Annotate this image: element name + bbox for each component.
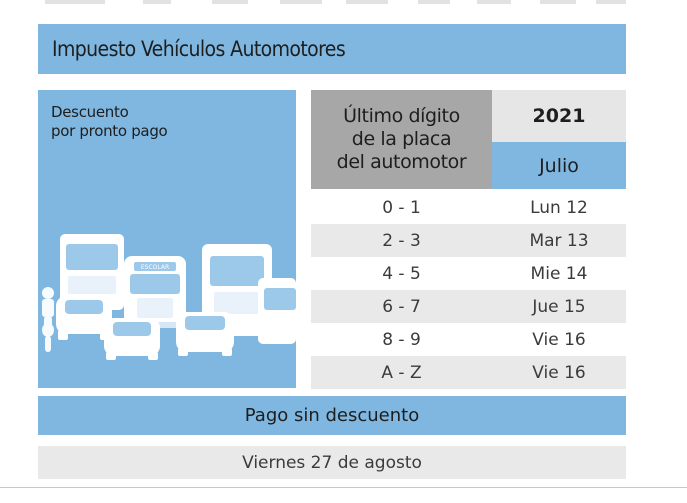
- car-icon-left: [56, 296, 112, 340]
- year-header: 2021: [492, 90, 626, 142]
- car-icon-center: [104, 318, 160, 360]
- plate-digits-cell: 6 - 7: [382, 296, 421, 317]
- due-date-cell: Vie 16: [532, 362, 586, 383]
- school-bus-icon: ESCOLAR: [124, 256, 186, 328]
- due-date-cell: Vie 16: [532, 329, 586, 350]
- discount-label: Descuento por pronto pago: [51, 103, 168, 141]
- table-row: A - Z Vie 16: [311, 356, 626, 389]
- due-date-cell: Lun 12: [530, 197, 588, 218]
- discount-label-line1: Descuento: [51, 103, 129, 121]
- motorcycle-icon: [42, 287, 54, 352]
- plate-digits-cell: 4 - 5: [382, 263, 421, 284]
- digit-header-line2: de la placa: [351, 128, 452, 150]
- table-row: 4 - 5 Mie 14: [311, 257, 626, 290]
- page-title: Impuesto Vehículos Automotores: [52, 37, 346, 61]
- due-date-cell: Mie 14: [530, 263, 588, 284]
- bus-sign: ESCOLAR: [141, 264, 169, 271]
- plate-digit-header: Último dígito de la placa del automotor: [311, 90, 492, 189]
- schedule-table: 0 - 1 Lun 12 2 - 3 Mar 13 4 - 5 Mie 14 6…: [311, 191, 626, 389]
- plate-digits-cell: 2 - 3: [382, 230, 421, 251]
- due-date-cell: Mar 13: [529, 230, 589, 251]
- vehicles-illustration: ESCOLAR: [38, 226, 296, 388]
- table-row: 8 - 9 Vie 16: [311, 323, 626, 356]
- table-row: 6 - 7 Jue 15: [311, 290, 626, 323]
- plate-digits-cell: A - Z: [381, 362, 422, 383]
- no-discount-banner: Pago sin descuento: [38, 396, 626, 435]
- table-row: 2 - 3 Mar 13: [311, 224, 626, 257]
- title-banner: Impuesto Vehículos Automotores: [38, 24, 626, 74]
- no-discount-date: Viernes 27 de agosto: [38, 446, 626, 479]
- vehicles-graphic: ESCOLAR: [42, 234, 296, 360]
- bottom-divider: [0, 487, 687, 488]
- van-icon: [258, 278, 296, 344]
- car-icon-right: [176, 312, 234, 356]
- digit-header-line1: Último dígito: [343, 105, 460, 127]
- discount-panel: Descuento por pronto pago: [38, 90, 296, 226]
- discount-label-line2: por pronto pago: [51, 122, 168, 140]
- plate-digits-cell: 0 - 1: [382, 197, 421, 218]
- plate-digits-cell: 8 - 9: [382, 329, 421, 350]
- truck-icon: [60, 234, 124, 310]
- table-row: 0 - 1 Lun 12: [311, 191, 626, 224]
- digit-header-line3: del automotor: [336, 151, 467, 173]
- top-decorative-strip: [0, 0, 687, 6]
- due-date-cell: Jue 15: [532, 296, 586, 317]
- month-header: Julio: [492, 142, 626, 189]
